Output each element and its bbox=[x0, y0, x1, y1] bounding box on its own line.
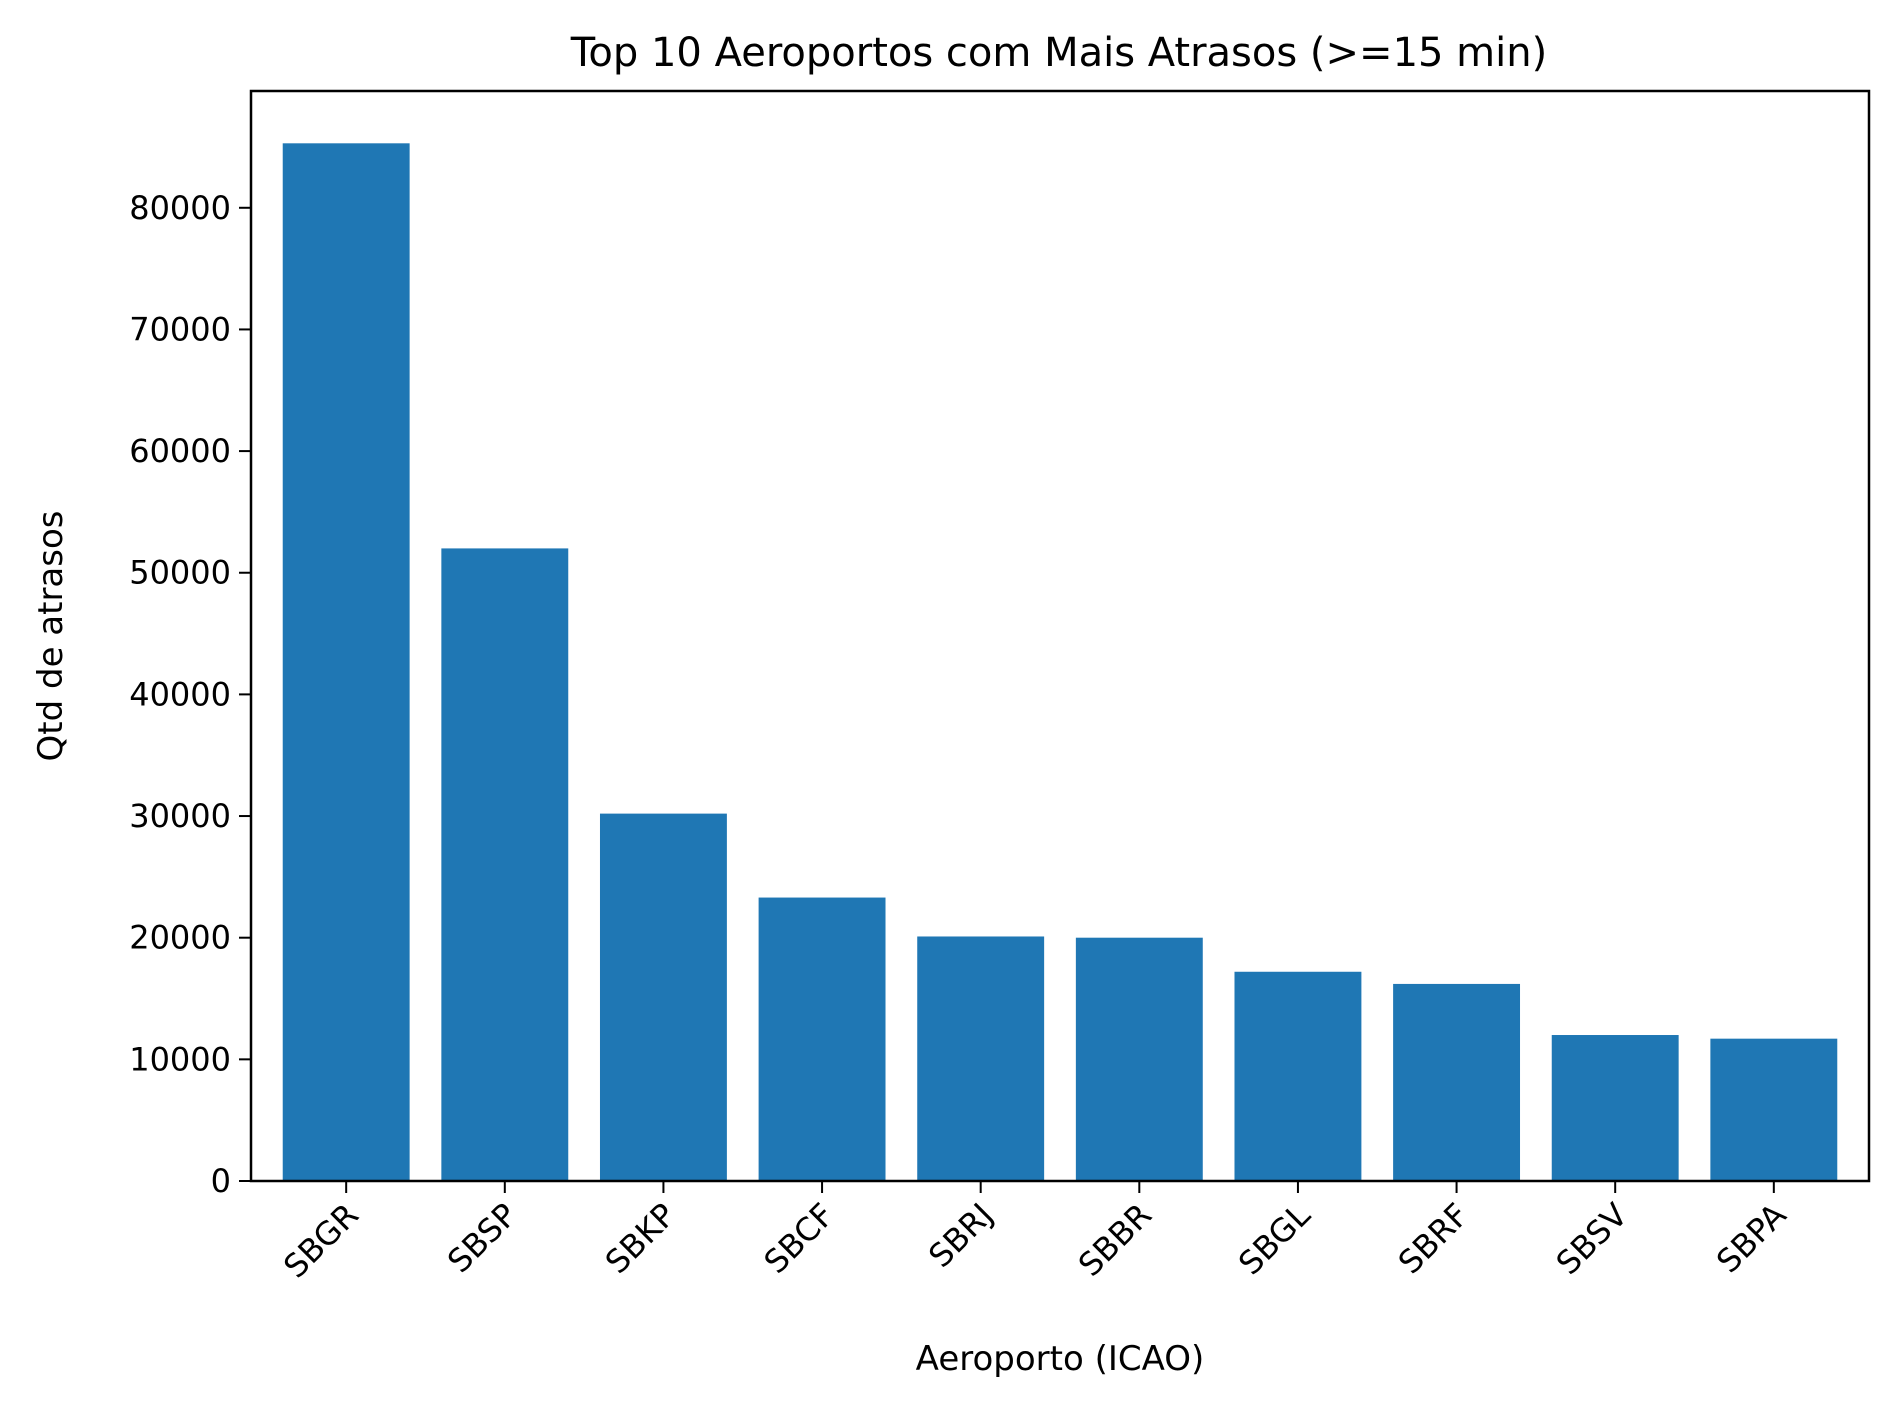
y-tick-label: 50000 bbox=[129, 554, 231, 592]
y-tick-label: 0 bbox=[211, 1162, 231, 1200]
y-tick-label: 40000 bbox=[129, 675, 231, 713]
x-tick-label: SBGL bbox=[1231, 1196, 1318, 1283]
x-axis-ticks: SBGR SBSP SBKP SBCF SBRJ SBBR SBGL SBRF SBSV SBPA bbox=[276, 1181, 1794, 1286]
plot-frame bbox=[249, 89, 1871, 1183]
x-tick-label: SBBR bbox=[1071, 1196, 1159, 1284]
x-tick-label: SBRJ bbox=[921, 1196, 1000, 1275]
bar-sbrf bbox=[1393, 983, 1521, 1181]
bar-sbbr bbox=[1075, 937, 1203, 1181]
x-tick-label: SBGR bbox=[276, 1196, 366, 1286]
chart-title: Top 10 Aeroportos com Mais Atrasos (>=15… bbox=[570, 30, 1547, 76]
bar-sbkp bbox=[599, 813, 727, 1181]
x-tick-label: SBSP bbox=[440, 1196, 524, 1280]
x-tick-label: SBSV bbox=[1549, 1196, 1635, 1282]
x-tick-label: SBKP bbox=[598, 1196, 683, 1281]
y-axis-label: Qtd de atrasos bbox=[31, 511, 71, 762]
x-tick-label: SBCF bbox=[757, 1196, 842, 1281]
y-tick-label: 10000 bbox=[129, 1040, 231, 1078]
bar-sbsv bbox=[1551, 1035, 1679, 1181]
y-tick-label: 20000 bbox=[129, 919, 231, 957]
x-tick-label: SBPA bbox=[1709, 1196, 1794, 1281]
y-axis-ticks: 0 10000 20000 30000 40000 50000 60000 70000 8000… bbox=[129, 189, 251, 1200]
bar-sbsp bbox=[441, 548, 569, 1181]
bar-sbpa bbox=[1710, 1038, 1838, 1181]
bars-layer bbox=[282, 143, 1838, 1181]
y-tick-label: 60000 bbox=[129, 432, 231, 470]
y-tick-label: 70000 bbox=[129, 310, 231, 348]
x-axis-label: Aeroporto (ICAO) bbox=[916, 1339, 1205, 1379]
y-tick-label: 30000 bbox=[129, 797, 231, 835]
bar-sbrj bbox=[917, 936, 1045, 1181]
x-tick-label: SBRF bbox=[1391, 1196, 1476, 1281]
y-tick-label: 80000 bbox=[129, 189, 231, 227]
bar-sbgl bbox=[1234, 971, 1362, 1181]
bar-sbcf bbox=[758, 897, 886, 1181]
bar-sbgr bbox=[282, 143, 410, 1181]
